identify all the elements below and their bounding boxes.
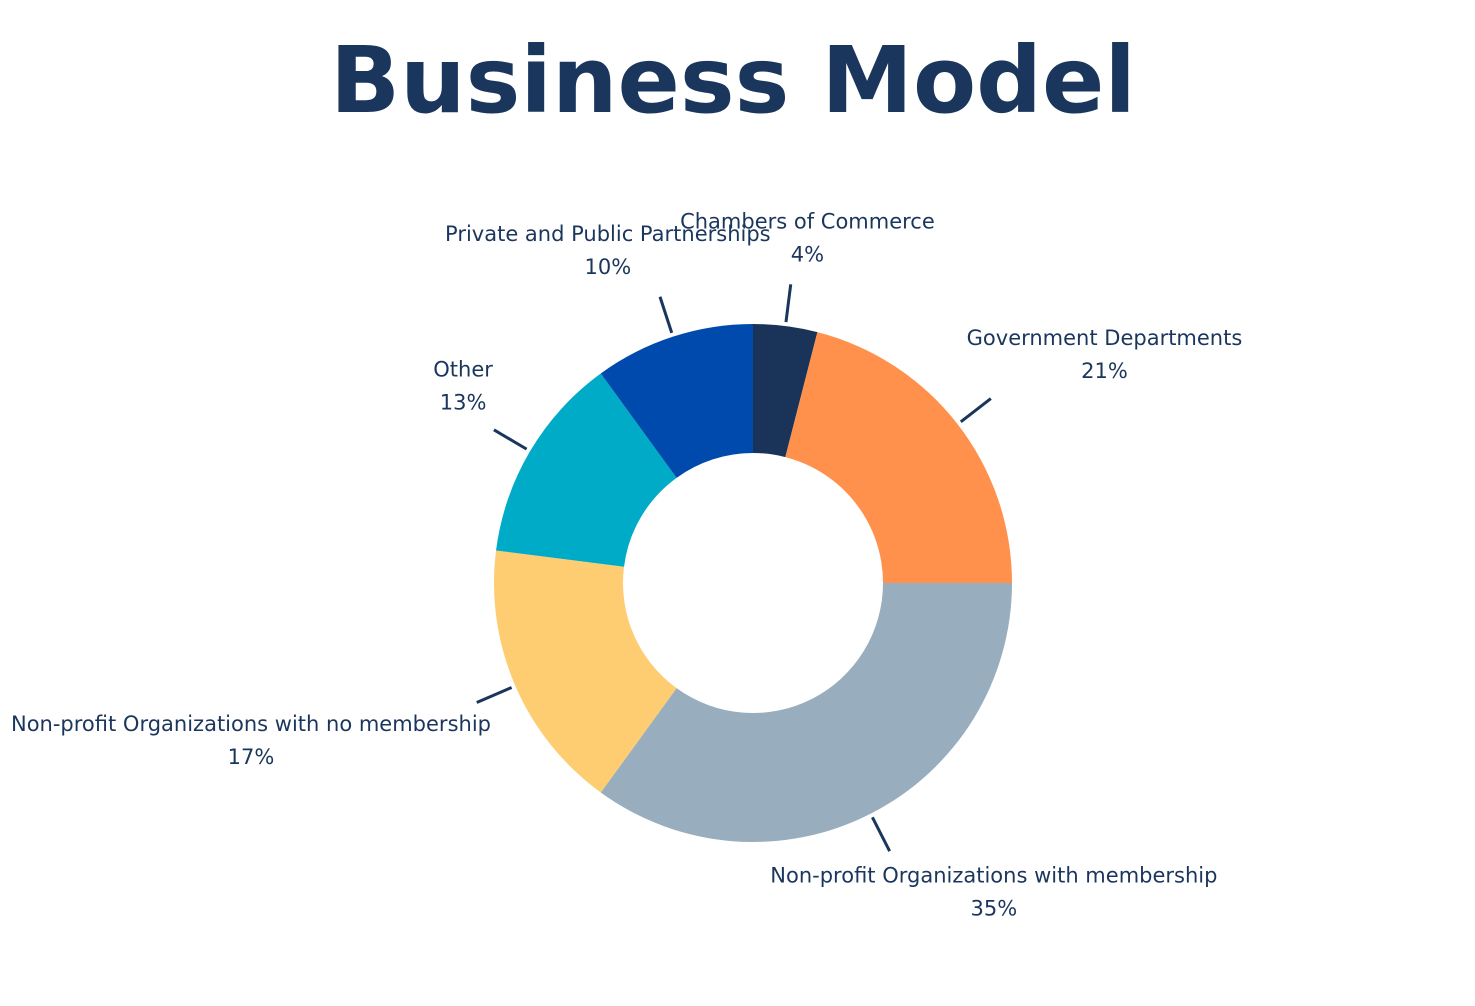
slice-label: Chambers of Commerce 4% bbox=[680, 209, 935, 266]
leader-line bbox=[871, 816, 891, 852]
value-label: 13% bbox=[440, 391, 487, 415]
leader-line bbox=[658, 296, 674, 334]
value-label: 10% bbox=[584, 255, 631, 279]
category-label: Chambers of Commerce bbox=[680, 209, 935, 233]
slice-label: Non-profit Organizations with no members… bbox=[11, 712, 491, 769]
value-label: 4% bbox=[791, 242, 824, 266]
category-label: Non-profit Organizations with no members… bbox=[11, 712, 491, 736]
slice bbox=[600, 324, 753, 478]
category-label: Other bbox=[433, 358, 493, 382]
value-label: 17% bbox=[228, 745, 275, 769]
value-label: 35% bbox=[971, 897, 1018, 921]
leader-line bbox=[493, 428, 528, 451]
slice bbox=[753, 324, 818, 458]
chart-title: Business Model bbox=[330, 27, 1136, 134]
slice bbox=[785, 332, 1012, 583]
slice-label: Government Departments 21% bbox=[967, 326, 1243, 383]
category-label: Government Departments bbox=[967, 326, 1243, 350]
leader-line bbox=[476, 686, 513, 704]
value-label: 21% bbox=[1081, 359, 1128, 383]
leader-line bbox=[959, 397, 992, 423]
category-label: Non-profit Organizations with membership bbox=[770, 864, 1217, 888]
slice bbox=[600, 583, 1012, 842]
category-label: Private and Public Partnerships bbox=[445, 222, 771, 246]
leader-line bbox=[784, 284, 793, 323]
slice-label: Other 13% bbox=[433, 358, 493, 415]
slice-label: Private and Public Partnerships 10% bbox=[445, 222, 771, 279]
slice bbox=[494, 550, 677, 793]
slice-label: Non-profit Organizations with membership… bbox=[770, 864, 1217, 921]
slice bbox=[496, 373, 677, 567]
